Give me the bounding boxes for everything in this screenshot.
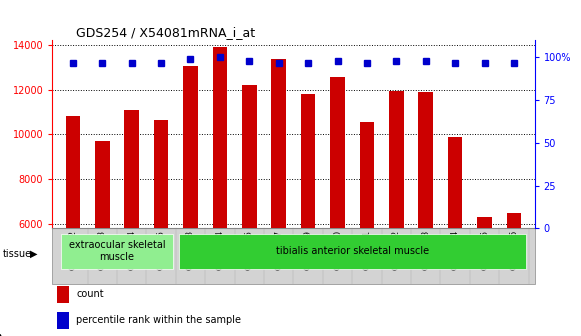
Bar [389, 91, 404, 336]
Bar [183, 66, 198, 336]
Bar [242, 85, 257, 336]
Bar [477, 217, 492, 336]
Bar [330, 77, 345, 336]
Bar [95, 141, 110, 336]
Bar [52, 228, 535, 285]
Bar [507, 213, 521, 336]
Bar [61, 234, 173, 268]
Text: percentile rank within the sample: percentile rank within the sample [77, 315, 241, 325]
Bar [301, 94, 315, 336]
Bar [448, 137, 462, 336]
Text: extraocular skeletal
muscle: extraocular skeletal muscle [69, 240, 165, 262]
Bar [57, 286, 69, 303]
Text: GDS254 / X54081mRNA_i_at: GDS254 / X54081mRNA_i_at [77, 26, 256, 39]
Bar [124, 110, 139, 336]
Text: count: count [77, 289, 104, 299]
Bar [213, 47, 227, 336]
Text: tissue: tissue [3, 249, 32, 259]
Bar [179, 234, 526, 268]
Bar [66, 117, 80, 336]
Bar [360, 122, 374, 336]
Bar [271, 59, 286, 336]
Text: ▶: ▶ [30, 249, 38, 259]
Bar [418, 92, 433, 336]
Bar [154, 120, 168, 336]
Text: tibialis anterior skeletal muscle: tibialis anterior skeletal muscle [275, 246, 429, 256]
Bar [57, 312, 69, 329]
